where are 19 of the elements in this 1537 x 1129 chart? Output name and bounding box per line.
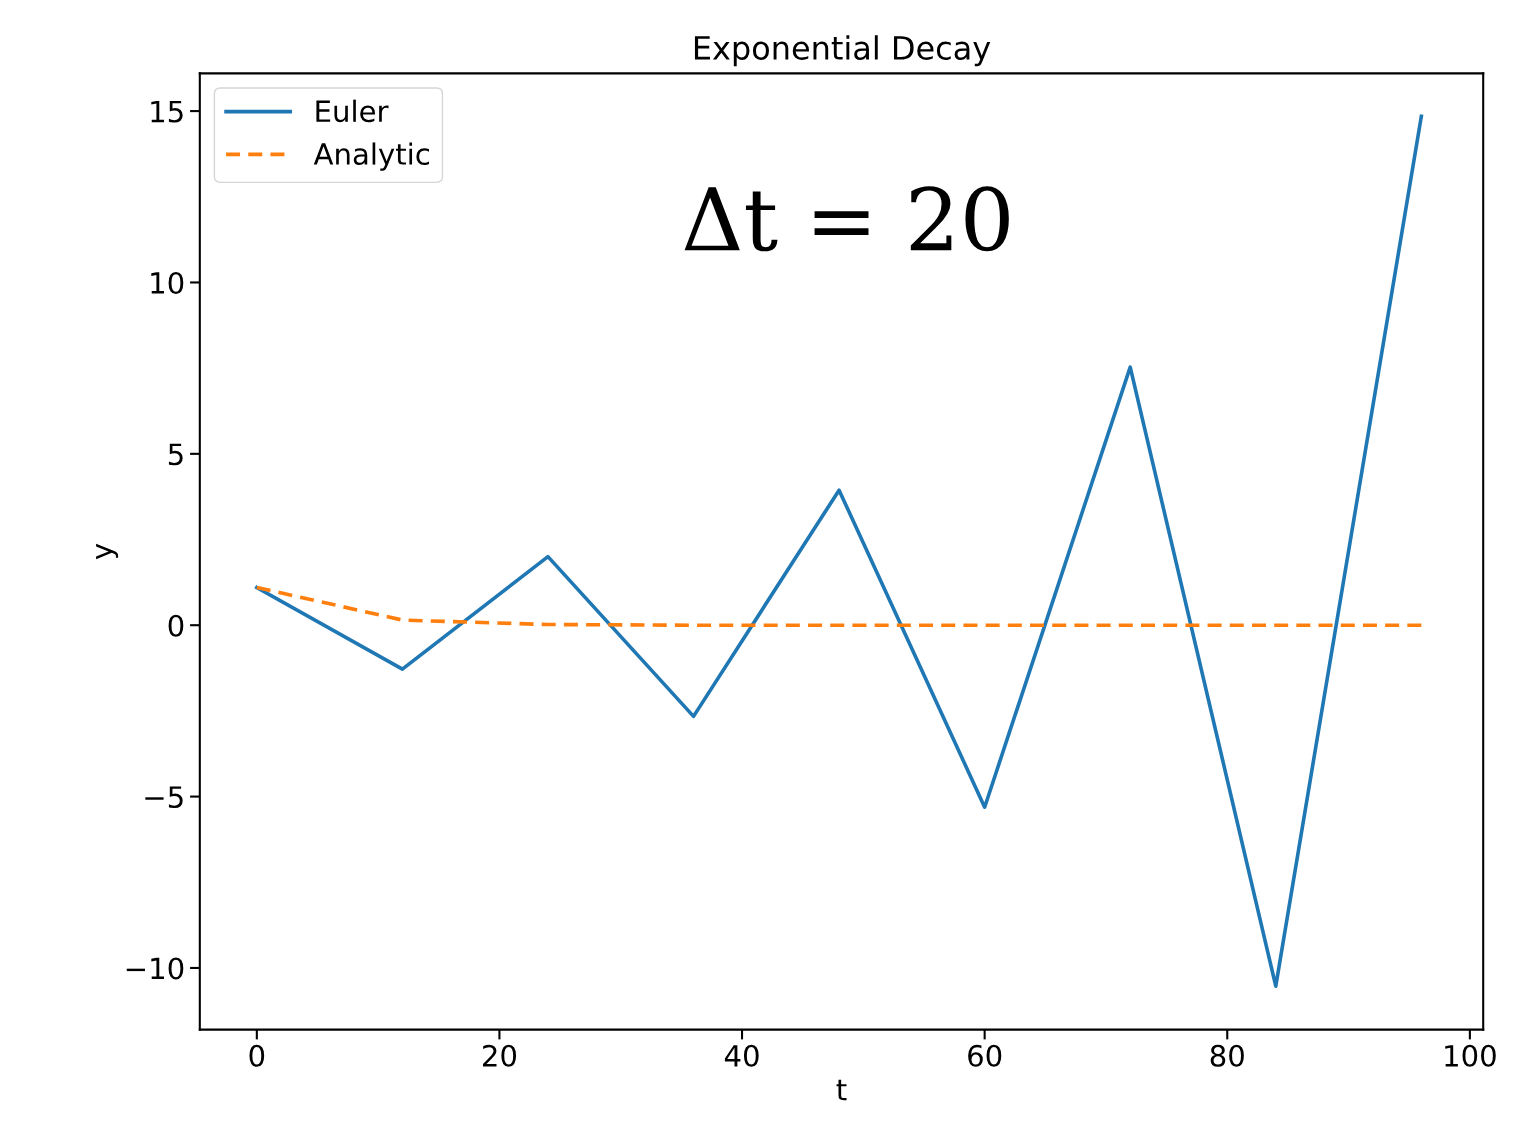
legend-label: Euler (316, 99, 389, 123)
y-tick-label: −5 (145, 786, 183, 809)
line-series (255, 585, 1424, 628)
y-tick-label: −10 (126, 957, 184, 980)
x-tick-label: 80 (1210, 1044, 1244, 1067)
annotation: Δt = 20 (684, 186, 1009, 252)
x-tick-label: 100 (1445, 1044, 1496, 1067)
x-tick-label: 0 (249, 1044, 265, 1067)
y-tick-label: 5 (168, 443, 183, 466)
y-axis-title: y (96, 543, 119, 560)
y-tick-label: 0 (168, 614, 184, 637)
x-tick-label: 20 (483, 1044, 517, 1067)
legend-label: Analytic (313, 142, 429, 171)
x-tick-label: 60 (968, 1044, 1002, 1067)
x-axis-title: t (836, 1079, 847, 1101)
y-tick-label: 15 (151, 100, 183, 123)
chart-title: Exponential Decay (694, 35, 991, 67)
y-tick-label: 10 (151, 271, 184, 294)
x-tick-label: 40 (724, 1044, 759, 1067)
